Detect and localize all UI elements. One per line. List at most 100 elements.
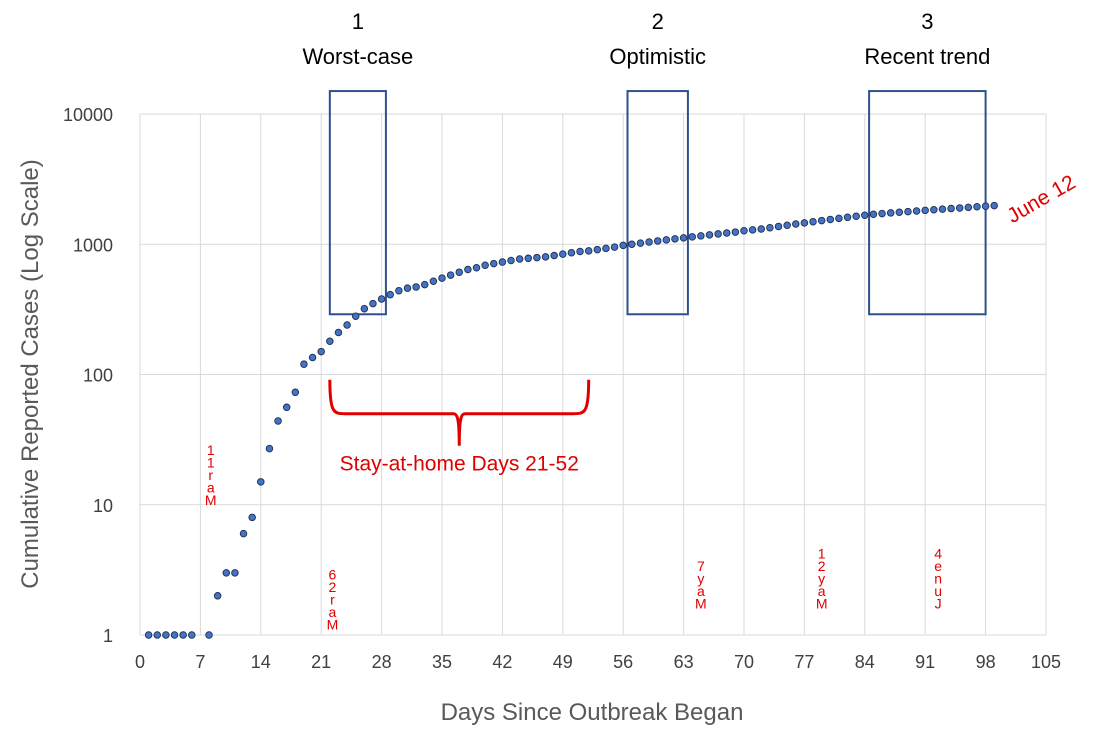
scenario-label: Optimistic <box>609 44 706 69</box>
x-tick-label: 0 <box>135 652 145 672</box>
date-label: Mar26Mar 26 <box>327 567 339 633</box>
data-point <box>420 280 429 289</box>
data-point <box>231 569 239 577</box>
data-point <box>153 631 162 639</box>
data-point <box>490 259 498 268</box>
date-label-char: J <box>935 595 942 611</box>
data-point <box>964 203 973 212</box>
data-point <box>817 216 826 225</box>
x-tick-label: 14 <box>251 652 271 672</box>
data-point <box>265 444 274 453</box>
data-point <box>455 268 464 276</box>
x-tick-label: 84 <box>855 652 875 672</box>
date-label-char: 2 <box>329 579 337 595</box>
data-point <box>188 631 196 639</box>
data-point <box>628 240 636 248</box>
data-point <box>584 247 593 255</box>
tick-labels: 0 7 14 21 28 35 42 49 56 63 70 77 84 91 98 105110100100… <box>63 105 1061 672</box>
data-point <box>144 631 153 639</box>
date-label-char: 4 <box>934 545 942 561</box>
data-point <box>930 206 938 214</box>
data-point <box>938 205 947 213</box>
x-axis-title: Days Since Outbreak Began <box>441 699 744 726</box>
data-point <box>602 244 610 253</box>
x-tick-label: 21 <box>311 652 331 672</box>
data-point <box>446 271 455 279</box>
stay-at-home-label: Stay-at-home Days 21-52 <box>340 453 579 476</box>
date-label-char: 7 <box>697 558 705 574</box>
scenario-boxes: 1 Worst-case 2 Optimistic 3 Recent trend <box>302 9 990 316</box>
data-point <box>326 337 334 346</box>
data-point <box>722 229 731 237</box>
date-label-char: M <box>695 595 707 611</box>
data-point <box>369 299 377 308</box>
data-point <box>809 217 817 226</box>
data-point <box>308 353 317 362</box>
date-label-char: 6 <box>329 567 337 583</box>
data-point <box>679 234 688 242</box>
stay-at-home-bracket <box>328 379 591 446</box>
data-point <box>334 328 343 337</box>
data-points <box>144 201 998 639</box>
data-point <box>610 243 619 251</box>
date-label-char: y <box>697 570 704 586</box>
x-tick-label: 91 <box>915 652 935 672</box>
data-point <box>774 222 783 231</box>
data-point <box>757 225 766 233</box>
y-tick-label: 100 <box>83 366 113 386</box>
data-point <box>714 230 722 238</box>
data-point <box>395 286 403 295</box>
scenario-number: 3 <box>921 9 933 34</box>
scenario-box <box>328 90 387 316</box>
data-point <box>567 249 576 257</box>
data-point <box>472 264 481 272</box>
date-label-char: r <box>208 467 213 483</box>
date-label-char: a <box>207 479 215 495</box>
data-point <box>576 247 584 256</box>
data-point <box>360 304 369 313</box>
data-point <box>541 253 550 261</box>
data-point <box>878 209 886 218</box>
data-point <box>343 321 351 329</box>
data-point <box>403 284 412 292</box>
data-point <box>524 254 533 263</box>
data-point <box>981 202 990 210</box>
data-point <box>239 529 248 538</box>
data-point <box>248 513 256 522</box>
data-point <box>826 215 835 224</box>
scenario-box <box>626 90 689 316</box>
data-point <box>766 223 774 232</box>
data-point <box>973 203 981 211</box>
y-tick-label: 1000 <box>73 235 113 255</box>
data-point <box>800 219 809 227</box>
data-point <box>783 221 791 229</box>
date-label: May21May 21 <box>816 545 828 611</box>
data-point <box>619 241 627 250</box>
data-point <box>412 283 420 291</box>
data-point <box>731 228 740 236</box>
x-tick-label: 42 <box>492 652 512 672</box>
data-point <box>257 478 265 486</box>
data-point <box>550 251 558 260</box>
data-point <box>481 261 489 269</box>
data-point <box>636 239 645 247</box>
data-point <box>748 226 757 234</box>
scenario-label: Recent trend <box>864 44 990 69</box>
data-point <box>274 417 282 425</box>
data-point <box>179 631 187 639</box>
date-label-char: M <box>816 595 828 611</box>
data-point <box>429 277 438 285</box>
data-point <box>645 238 653 246</box>
date-label-char: 1 <box>207 454 215 470</box>
x-tick-label: 70 <box>734 652 754 672</box>
y-tick-label: 10000 <box>63 105 113 125</box>
date-label-char: 1 <box>818 545 826 561</box>
x-tick-label: 49 <box>553 652 573 672</box>
data-point <box>688 233 696 241</box>
data-point <box>593 245 602 254</box>
data-point <box>317 347 325 356</box>
data-point <box>386 290 394 299</box>
y-axis-title: Cumulative Reported Cases (Log Scale) <box>17 159 44 589</box>
data-point <box>895 208 904 217</box>
